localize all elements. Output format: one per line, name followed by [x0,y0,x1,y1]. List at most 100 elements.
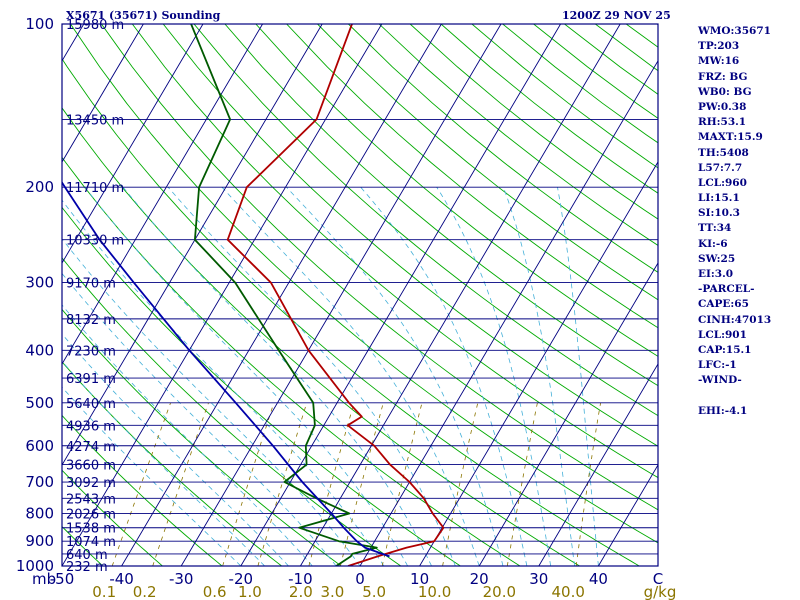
height-label: 13450 m [66,113,124,128]
trace-layer [62,24,445,566]
mixing-ratio-label: 40.0 [552,583,585,600]
index-item: TT:34 [698,222,732,235]
mixing-ratio-label: 20.0 [483,583,516,600]
index-item: CAPE:65 [698,298,749,311]
index-item: -WIND- [698,374,742,387]
indices-panel: WMO:35671 TP:203 MW:16 FRZ: BG WB0: BG PW:0.3… [698,24,798,419]
index-item: EI:3.0 [698,268,734,280]
height-label: 2543 m [66,492,116,507]
temperature-label: 0 [355,570,365,588]
mixing-ratio-line [442,402,479,566]
height-label: 10330 m [66,234,124,249]
mixing-ratio-label: 5.0 [362,583,386,600]
height-label: 6391 m [66,372,116,387]
index-item: TH:5408 [698,146,749,159]
mixing-ratio-label: 2.0 [289,583,313,600]
height-label: 232 m [66,560,108,575]
height-label: 3092 m [66,476,116,491]
index-item: KI:-6 [698,237,728,250]
index-item: WMO:35671 [698,25,771,37]
mixing-ratio-unit-label: g/kg [644,583,677,600]
height-label: 11710 m [66,181,124,196]
mixing-ratio-line [152,402,209,566]
mixing-ratio-label: 1.0 [238,583,262,600]
isotherm [300,24,621,566]
index-item [698,389,798,404]
height-label: 1538 m [66,522,116,537]
pressure-label: 400 [25,341,54,359]
isotherm [62,24,383,566]
pressure-label: 1000 [16,557,54,575]
isotherm [478,262,658,566]
isotherm [598,464,658,566]
pressure-label: 500 [25,394,54,412]
mixing-ratio-line [308,402,355,566]
pressure-label: 100 [25,15,54,33]
height-label: 3660 m [66,459,116,474]
mixing-ratio-line [506,402,538,566]
moist-adiabat [122,186,432,566]
height-label: 9170 m [66,277,116,292]
mixing-ratio-line [111,402,171,566]
height-label: 640 m [66,548,108,563]
isotherm [62,24,144,163]
index-item: LCL:901 [698,328,747,341]
grid-layer [62,24,658,566]
height-label: 4936 m [66,419,116,434]
mixing-ratio-line [381,402,423,566]
height-label: 5640 m [66,397,116,412]
index-item: EHI:-4.1 [698,404,748,417]
temperature-label: -30 [169,570,194,588]
mixing-ratio-line [257,402,308,566]
pressure-label: 600 [25,437,54,455]
moist-adiabat [62,333,289,566]
moist-adiabat [360,186,528,566]
index-item: PW:0.38 [698,100,747,113]
station-title: X5671 (35671) Sounding [66,9,221,22]
temperature-trace [226,24,445,566]
index-item: CINH:47013 [698,313,772,326]
temperature-label: -20 [229,570,254,588]
dewpoint-trace [190,24,378,566]
mixing-ratio-line [340,402,384,566]
pressure-label: 300 [25,274,54,292]
valid-time: 1200Z 29 NOV 25 [562,9,671,22]
temperature-label: 30 [529,570,548,588]
isotherm [62,24,323,466]
height-label: 4274 m [66,440,116,455]
isotherm [180,24,502,566]
moist-adiabat [436,186,552,566]
isotherm [240,24,561,566]
mixing-ratio-line [222,402,275,566]
moist-adiabat [62,304,313,566]
pressure-unit-label: mb [32,570,56,588]
isotherm [121,24,442,566]
mixing-ratio-label: 0.2 [133,583,157,600]
height-label: 15980 m [66,18,124,33]
plot-frame [61,23,659,567]
temperature-label: 10 [410,570,429,588]
index-item: LI:15.1 [698,192,740,205]
index-item: RH:53.1 [698,116,747,129]
isotherm [359,60,658,566]
temperature-label: -50 [50,570,75,588]
temperature-label: -40 [109,570,134,588]
height-label: 8132 m [66,313,116,328]
mixing-ratio-label: 3.0 [320,583,344,600]
index-item: MW:16 [698,55,740,68]
mixing-ratio-label: 10.0 [418,583,451,600]
isotherm [538,363,658,566]
temperature-label: -10 [288,570,313,588]
index-item: -PARCEL- [698,283,755,296]
index-item: LFC:-1 [698,359,737,372]
index-item: SI:10.3 [698,207,740,220]
height-label: 2026 m [66,507,116,522]
pressure-label: 700 [25,473,54,491]
index-item: FRZ: BG [698,70,748,83]
temperature-label: 40 [589,570,608,588]
mixing-ratio-line [575,402,601,566]
index-item: MAXT:15.9 [698,131,763,144]
